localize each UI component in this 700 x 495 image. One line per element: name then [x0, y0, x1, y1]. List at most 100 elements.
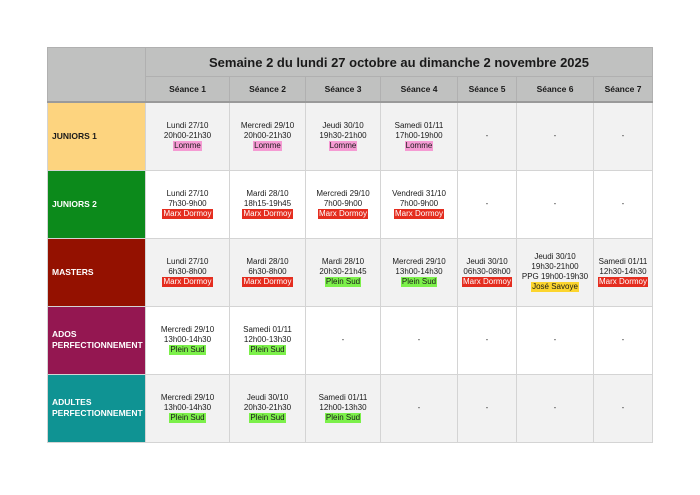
- session-cell: -: [457, 169, 517, 239]
- empty-session: -: [621, 199, 625, 208]
- session-time: 12h00-13h30: [243, 335, 292, 344]
- empty-session: -: [485, 403, 489, 412]
- seance-header: Séance 4: [380, 76, 458, 103]
- empty-session: -: [485, 199, 489, 208]
- location-tag: Marx Dormoy: [242, 209, 293, 219]
- location-tag: Lomme: [253, 141, 282, 152]
- session-day: Mardi 28/10: [246, 189, 289, 198]
- session-cell: -: [593, 305, 653, 375]
- session-day: Jeudi 30/10: [534, 252, 576, 261]
- session-cell: Jeudi 30/10 19h30-21h00 PPG 19h00-19h30 Jos…: [516, 237, 594, 307]
- empty-session: -: [621, 403, 625, 412]
- location-tag: Plein Sud: [324, 413, 362, 423]
- session-time: 19h30-21h00: [319, 131, 367, 141]
- location-tag: Marx Dormoy: [162, 277, 213, 287]
- session-cell: Mardi 28/10 18h15-19h45 Marx Dormoy: [229, 169, 306, 239]
- session-cell: Mercredi 29/10 13h00-14h30 Plein Sud: [380, 237, 458, 307]
- location-tag: Plein Sud: [249, 345, 286, 355]
- session-day: Vendredi 31/10: [392, 189, 446, 198]
- group-label-line: PERFECTIONNEMENT: [52, 408, 143, 418]
- location-tag: Marx Dormoy: [317, 209, 368, 219]
- session-time: 12h30-14h30: [599, 267, 647, 276]
- session-day: Lundi 27/10: [166, 257, 209, 266]
- group-label-text: JUNIORS 1: [52, 130, 97, 141]
- group-label: ADULTES PERFECTIONNEMENT: [47, 373, 146, 443]
- group-row: JUNIORS 1 Lundi 27/10 20h00-21h30 Lomme Merc…: [47, 101, 653, 171]
- session-cell: -: [593, 169, 653, 239]
- session-day: Mercredi 29/10: [392, 257, 446, 266]
- session-cell: Jeudi 30/10 19h30-21h00 Lomme: [305, 101, 381, 171]
- session-time: 17h00-19h00: [395, 131, 443, 141]
- session-time: 20h30-21h30: [243, 403, 292, 412]
- session-cell: Jeudi 30/10 20h30-21h30 Plein Sud: [229, 373, 306, 443]
- session-cell: -: [380, 373, 458, 443]
- session-cell: Samedi 01/11 12h30-14h30 Marx Dormoy: [593, 237, 653, 307]
- group-row: MASTERS Lundi 27/10 6h30-8h00 Marx Dormoy Ma…: [47, 237, 653, 307]
- seance-header: Séance 2: [229, 76, 306, 103]
- session-extra: PPG 19h00-19h30: [521, 272, 589, 281]
- group-label: JUNIORS 1: [47, 101, 146, 171]
- empty-session: -: [621, 335, 625, 344]
- session-time: 7h00-9h00: [399, 199, 439, 208]
- session-cell: -: [380, 305, 458, 375]
- session-day: Samedi 01/11: [598, 257, 648, 266]
- session-cell: Mercredi 29/10 7h00-9h00 Marx Dormoy: [305, 169, 381, 239]
- session-time: 6h30-8h00: [248, 267, 287, 276]
- session-time: 12h00-13h30: [319, 403, 367, 412]
- weekly-schedule-table: Semaine 2 du lundi 27 octobre au dimanch…: [47, 47, 653, 443]
- session-cell: Lundi 27/10 6h30-8h00 Marx Dormoy: [145, 237, 230, 307]
- group-row: ADOS PERFECTIONNEMENT Mercredi 29/10 13h00-…: [47, 305, 653, 375]
- session-cell: Samedi 01/11 12h00-13h30 Plein Sud: [305, 373, 381, 443]
- session-cell: -: [516, 169, 594, 239]
- session-day: Mardi 28/10: [321, 257, 365, 266]
- session-time: 13h00-14h30: [163, 335, 212, 344]
- session-day: Mardi 28/10: [246, 257, 289, 266]
- group-label-line: ADULTES: [52, 397, 92, 407]
- empty-session: -: [485, 131, 489, 141]
- location-tag: Lomme: [404, 141, 434, 152]
- empty-session: -: [485, 335, 489, 344]
- session-cell: Vendredi 31/10 7h00-9h00 Marx Dormoy: [380, 169, 458, 239]
- location-tag: Plein Sud: [169, 345, 206, 355]
- session-day: Samedi 01/11: [318, 393, 368, 402]
- group-label: MASTERS: [47, 237, 146, 307]
- session-time: 13h00-14h30: [395, 267, 443, 276]
- group-label-text: MASTERS: [52, 266, 94, 277]
- group-label-line: PERFECTIONNEMENT: [52, 340, 143, 350]
- group-label-line: ADOS: [52, 329, 77, 339]
- session-day: Mercredi 29/10: [240, 121, 295, 131]
- empty-session: -: [621, 131, 625, 141]
- session-time: 06h30-08h00: [463, 267, 511, 276]
- empty-session: -: [417, 403, 421, 412]
- seance-header: Séance 1: [145, 76, 230, 103]
- session-cell: Mercredi 29/10 13h00-14h30 Plein Sud: [145, 305, 230, 375]
- empty-session: -: [553, 403, 557, 412]
- session-time: 20h00-21h30: [163, 131, 212, 141]
- empty-session: -: [553, 335, 557, 344]
- session-cell: Mercredi 29/10 13h00-14h30 Plein Sud: [145, 373, 230, 443]
- session-cell: -: [305, 305, 381, 375]
- group-label: JUNIORS 2: [47, 169, 146, 239]
- session-cell: -: [457, 101, 517, 171]
- session-cell: Jeudi 30/10 06h30-08h00 Marx Dormoy: [457, 237, 517, 307]
- seance-header-row: Séance 1 Séance 2 Séance 3 Séance 4 Séan…: [48, 76, 653, 103]
- location-tag: Plein Sud: [324, 277, 362, 287]
- session-cell: -: [457, 305, 517, 375]
- title-row: Semaine 2 du lundi 27 octobre au dimanch…: [47, 47, 653, 103]
- session-day: Samedi 01/11: [394, 121, 444, 131]
- session-day: Mercredi 29/10: [160, 325, 215, 334]
- location-tag: Lomme: [173, 141, 202, 152]
- location-tag: Plein Sud: [169, 413, 206, 423]
- location-tag: Lomme: [328, 141, 358, 152]
- session-cell: Lundi 27/10 20h00-21h30 Lomme: [145, 101, 230, 171]
- session-time: 18h15-19h45: [243, 199, 292, 208]
- session-day: Lundi 27/10: [166, 189, 209, 198]
- session-cell: Lundi 27/10 7h30-9h00 Marx Dormoy: [145, 169, 230, 239]
- session-time: 7h00-9h00: [323, 199, 363, 208]
- session-cell: -: [516, 305, 594, 375]
- session-day: Jeudi 30/10: [322, 121, 364, 131]
- session-day: Samedi 01/11: [243, 325, 292, 334]
- location-tag: Marx Dormoy: [393, 209, 444, 219]
- empty-session: -: [417, 335, 421, 344]
- location-tag: Marx Dormoy: [597, 277, 648, 287]
